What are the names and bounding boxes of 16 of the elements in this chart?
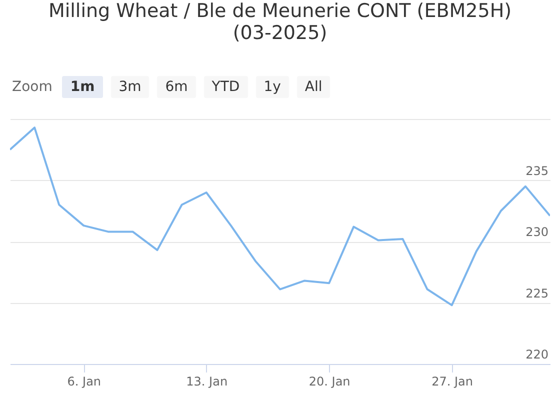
y-tick-label: 225 <box>526 286 548 300</box>
zoom-button: 1y <box>256 76 289 98</box>
x-tick-label: 20. Jan <box>308 374 350 388</box>
y-tick-label: 235 <box>526 164 548 178</box>
x-tick-label: 13. Jan <box>186 374 228 388</box>
y-tick-label: 220 <box>526 348 548 362</box>
y-tick-label: 230 <box>526 225 548 239</box>
x-tick-label: 27. Jan <box>432 374 474 388</box>
x-tick-label: 6. Jan <box>67 374 102 388</box>
zoom-button: 6m <box>157 76 196 98</box>
zoom-button: 3m <box>110 76 150 98</box>
text: Zoom <box>12 79 52 95</box>
zoom-button: YTD <box>204 76 248 98</box>
zoom-button: All <box>296 76 330 98</box>
zoom-button: 1m <box>62 76 103 98</box>
chart-title: Milling Wheat / Ble de Meunerie CONT (EBM25H) (03-2025) <box>47 0 513 44</box>
